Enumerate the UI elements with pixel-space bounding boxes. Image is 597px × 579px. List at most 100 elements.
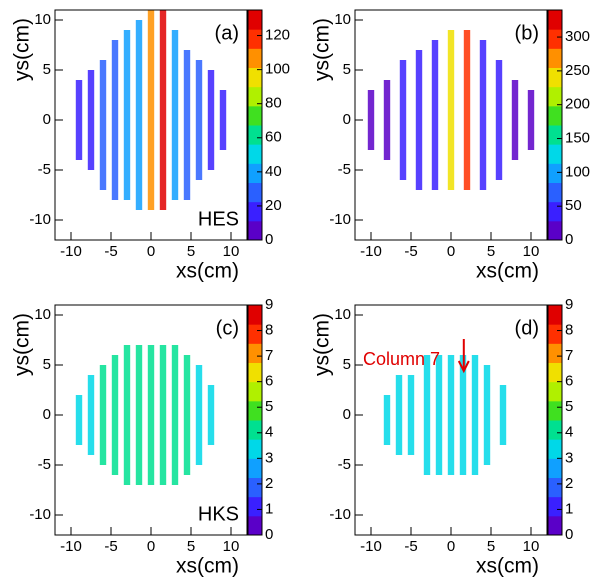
stripe xyxy=(395,375,403,455)
colorbar-band xyxy=(548,86,562,107)
colorbar-band xyxy=(548,362,562,383)
z-tick-label: 9 xyxy=(265,296,273,313)
stripe xyxy=(159,345,167,485)
stripe xyxy=(435,355,443,475)
x-tick-label: -5 xyxy=(104,243,117,260)
x-axis-label: xs(cm) xyxy=(176,555,239,578)
colorbar-band xyxy=(248,163,262,183)
stripe xyxy=(447,30,455,190)
annotation: Column 7 xyxy=(363,349,440,369)
colorbar-band xyxy=(548,381,562,402)
z-tick-label: 2 xyxy=(565,475,573,492)
colorbar-band xyxy=(548,496,562,517)
y-tick-label: 10 xyxy=(334,11,351,28)
colorbar-band xyxy=(248,515,262,536)
colorbar-frame xyxy=(247,304,263,536)
y-tick-label: 0 xyxy=(43,406,51,423)
panel-label: (a) xyxy=(215,22,239,44)
colorbar-band xyxy=(248,10,262,30)
colorbar-band xyxy=(548,125,562,145)
colorbar-band xyxy=(248,220,262,241)
y-tick-label: 0 xyxy=(343,406,351,423)
stripe xyxy=(135,20,143,210)
z-tick-label: 0 xyxy=(265,526,273,543)
z-tick-label: 7 xyxy=(565,347,573,364)
colorbar-frame xyxy=(247,9,263,241)
colorbar-band xyxy=(548,105,562,126)
stripe xyxy=(447,355,455,475)
stripe xyxy=(407,375,415,455)
x-tick-label: 10 xyxy=(223,243,240,260)
y-tick-label: -10 xyxy=(29,506,51,523)
colorbar-band xyxy=(248,125,262,145)
z-tick-label: 0 xyxy=(565,526,573,543)
stripe xyxy=(111,355,119,475)
stripe xyxy=(123,30,131,200)
z-tick-label: 5 xyxy=(565,398,573,415)
y-tick-label: -10 xyxy=(329,506,351,523)
colorbar-band xyxy=(548,182,562,203)
stripe xyxy=(147,10,155,210)
colorbar-band xyxy=(548,324,562,344)
colorbar-band xyxy=(248,305,262,325)
colorbar-band xyxy=(248,362,262,383)
z-tick-label: 4 xyxy=(565,424,573,441)
stripe xyxy=(123,345,131,485)
stripe xyxy=(195,365,203,465)
colorbar-band xyxy=(248,67,262,88)
z-tick-label: 200 xyxy=(565,96,590,113)
stripe xyxy=(383,395,391,445)
x-tick-label: 5 xyxy=(187,538,195,555)
colorbar-band xyxy=(548,343,562,363)
colorbar-band xyxy=(548,400,562,421)
z-tick-label: 8 xyxy=(265,322,273,339)
y-tick-label: 0 xyxy=(43,111,51,128)
stripe xyxy=(219,90,227,150)
colorbar-band xyxy=(248,439,262,459)
colorbar-frame xyxy=(547,304,563,536)
stripe xyxy=(99,365,107,465)
colorbar-band xyxy=(248,324,262,344)
z-tick-label: 9 xyxy=(565,296,573,313)
y-tick-label: 5 xyxy=(343,356,351,373)
stripe xyxy=(479,40,487,190)
y-tick-label: -5 xyxy=(338,456,351,473)
colorbar-band xyxy=(248,29,262,49)
colorbar-band xyxy=(548,67,562,88)
colorbar-band xyxy=(248,477,262,498)
colorbar-band xyxy=(548,163,562,183)
panel-label: (c) xyxy=(216,317,239,339)
x-tick-label: 10 xyxy=(523,243,540,260)
stripe xyxy=(423,355,431,475)
stripe xyxy=(399,60,407,180)
z-tick-label: 80 xyxy=(265,95,282,112)
stripe xyxy=(75,395,83,445)
y-tick-label: -5 xyxy=(338,161,351,178)
colorbar-band xyxy=(248,458,262,478)
stripe xyxy=(415,50,423,190)
y-tick-label: 5 xyxy=(343,61,351,78)
x-axis-label: xs(cm) xyxy=(176,260,239,283)
z-tick-label: 20 xyxy=(265,197,282,214)
panel-label: (d) xyxy=(515,317,539,339)
x-tick-label: 5 xyxy=(187,243,195,260)
z-tick-label: 60 xyxy=(265,129,282,146)
x-tick-label: 0 xyxy=(447,538,455,555)
z-tick-label: 100 xyxy=(565,163,590,180)
colorbar-band xyxy=(548,477,562,498)
x-tick-label: -5 xyxy=(404,243,417,260)
y-axis-label: ys(cm) xyxy=(11,18,34,81)
panel-label: (b) xyxy=(515,22,539,44)
colorbar-band xyxy=(248,201,262,222)
stripe xyxy=(383,80,391,160)
y-tick-label: -10 xyxy=(329,211,351,228)
colorbar-band xyxy=(248,105,262,126)
z-tick-label: 0 xyxy=(565,231,573,248)
stripe xyxy=(111,40,119,200)
z-tick-label: 5 xyxy=(265,398,273,415)
stripe xyxy=(471,355,479,475)
colorbar-band xyxy=(248,343,262,363)
y-tick-label: 10 xyxy=(334,306,351,323)
colorbar-band xyxy=(548,439,562,459)
detector-tag: HES xyxy=(198,208,239,230)
